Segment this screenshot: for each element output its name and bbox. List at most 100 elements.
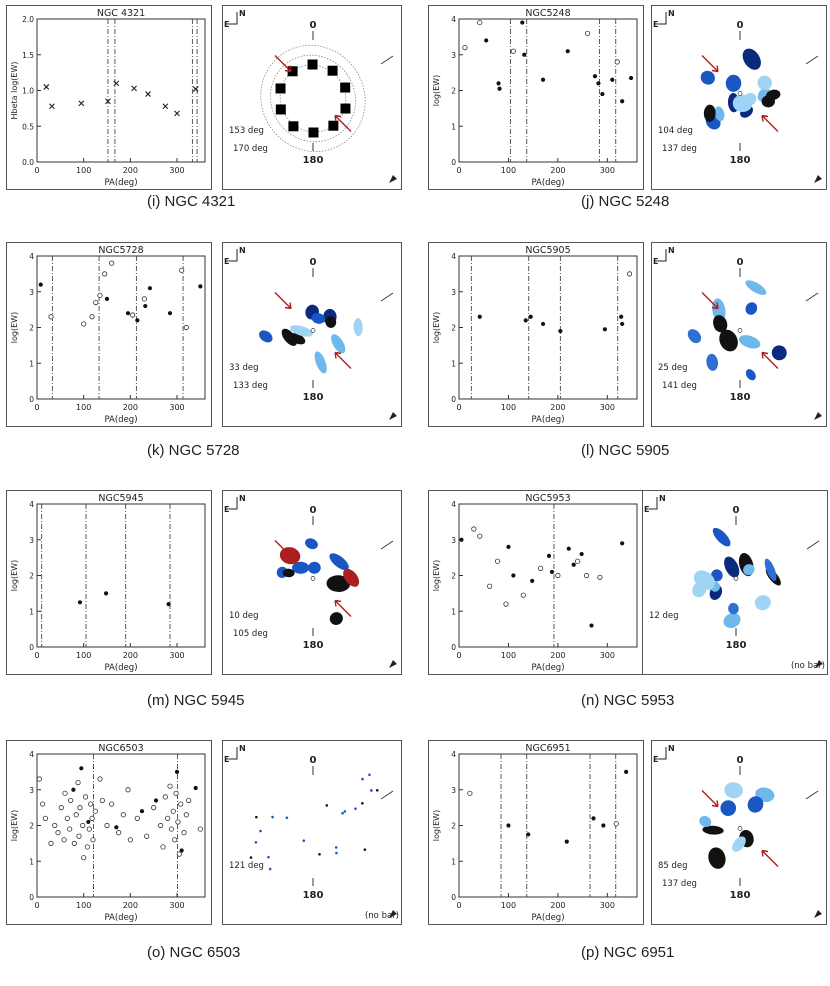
galaxy-center xyxy=(737,826,743,831)
data-point-filled xyxy=(520,20,525,25)
data-point-open xyxy=(477,19,483,26)
x-axis-label: PA(deg) xyxy=(104,415,137,425)
hii-region-square xyxy=(287,66,298,77)
x-tick-label: 300 xyxy=(169,403,184,412)
east-label: E xyxy=(224,755,229,764)
hii-region-dot xyxy=(368,773,371,777)
hii-region-dot xyxy=(271,815,274,819)
y-tick-label: 4 xyxy=(29,750,34,759)
plot-title: NGC5905 xyxy=(525,245,570,256)
east-label: E xyxy=(224,505,229,514)
hii-region-blob xyxy=(761,95,775,108)
y-tick-label: 3 xyxy=(29,288,34,297)
y-tick-label: 3 xyxy=(29,536,34,545)
panel-caption-o: (o) NGC 6503 xyxy=(147,944,241,961)
scatter-plot-m: NGC5945 0 100 200 300 0 1 2 3 4 PA(deg) log(EW) xyxy=(10,493,206,673)
data-point-filled xyxy=(589,623,594,628)
x-tick-label: 200 xyxy=(550,901,565,910)
x-tick-label: 200 xyxy=(550,166,565,175)
data-point-filled xyxy=(530,578,535,583)
galaxy-center xyxy=(310,576,316,581)
x-tick-label: 200 xyxy=(123,403,138,412)
data-point-open xyxy=(75,779,81,786)
data-point-filled xyxy=(526,832,531,837)
north-label: N xyxy=(668,9,675,18)
hii-region-dot xyxy=(370,789,373,792)
hii-region-dot xyxy=(325,804,329,807)
hii-region-square xyxy=(340,82,351,93)
orientation-marker xyxy=(814,412,822,420)
compass: NE xyxy=(224,246,246,266)
hii-region-dot xyxy=(268,867,272,871)
scatter-plot-o: NGC6503 0 100 200 300 0 1 2 3 4 PA(deg) log(EW) xyxy=(10,743,206,923)
hii-region-blob xyxy=(281,328,297,346)
x-tick-label: 0 xyxy=(34,166,39,175)
hii-region-blob xyxy=(732,94,753,113)
axes-frame xyxy=(458,753,638,898)
hii-region-blob xyxy=(757,75,772,91)
x-tick-label: 0 xyxy=(34,901,39,910)
data-point-filled xyxy=(71,787,76,792)
data-point-open xyxy=(178,801,184,807)
hii-region-square xyxy=(288,121,299,132)
y-tick-label: 3 xyxy=(451,51,456,60)
hii-region-dot xyxy=(259,829,262,833)
hii-region-blob xyxy=(771,345,787,361)
hii-region-blob xyxy=(712,527,731,547)
hii-region-square xyxy=(307,59,318,70)
data-point-open xyxy=(89,815,95,821)
x-tick-label: 300 xyxy=(600,166,615,175)
x-tick-label: 100 xyxy=(76,403,91,412)
data-point-filled xyxy=(135,318,140,323)
plot-panel-k: NGC5728 0 100 200 300 0 1 2 3 4 PA(deg) log(EW) xyxy=(6,242,212,427)
data-point-open xyxy=(130,312,136,318)
data-point-open xyxy=(71,840,77,846)
data-point-open xyxy=(183,324,189,331)
angle-label: 141 deg xyxy=(662,381,697,391)
hii-region-dot xyxy=(318,853,321,856)
data-point-open xyxy=(84,844,91,850)
data-point-open xyxy=(73,812,79,818)
zero-angle-label: 0 xyxy=(310,257,317,268)
data-point-open xyxy=(197,826,203,832)
data-point-open xyxy=(92,808,98,814)
hii-region-blob xyxy=(714,106,725,122)
data-point-open xyxy=(97,292,103,298)
plot-title: NGC5945 xyxy=(98,493,143,504)
angle-label: 170 deg xyxy=(233,144,268,154)
data-point-open xyxy=(494,558,501,564)
data-point-filled xyxy=(198,284,203,289)
axes-frame xyxy=(458,503,638,648)
hii-region-blob xyxy=(326,575,351,592)
x-tick-label: 0 xyxy=(456,166,461,175)
bar-direction-line xyxy=(380,790,394,800)
x-tick-label: 0 xyxy=(456,901,461,910)
y-tick-label: 2.0 xyxy=(22,15,34,24)
data-point-filled xyxy=(38,282,43,287)
bar-direction-line xyxy=(380,292,394,302)
data-point-open xyxy=(175,819,181,825)
data-point-open xyxy=(61,837,67,843)
panel-caption-i: (i) NGC 4321 xyxy=(147,193,236,210)
data-point-filled xyxy=(558,328,563,334)
y-tick-label: 0.0 xyxy=(22,158,34,167)
bar-arrow-2 xyxy=(761,114,779,132)
zero-angle-label: 0 xyxy=(310,20,317,31)
data-point-open xyxy=(39,801,46,807)
data-point-open xyxy=(81,321,87,327)
data-point-filled xyxy=(497,86,502,91)
hii-region-dot xyxy=(267,855,270,859)
bar-direction-line xyxy=(805,55,819,65)
data-point-filled xyxy=(147,286,153,291)
y-tick-label: 4 xyxy=(451,15,456,24)
x-tick-label: 0 xyxy=(456,651,461,660)
data-point-open xyxy=(181,830,187,836)
x-tick-label: 300 xyxy=(600,651,615,660)
map-panel-i: N E 0 180 153 deg 170 deg xyxy=(222,5,402,190)
axes-frame xyxy=(36,503,206,648)
compass: NE xyxy=(224,744,246,764)
north-label: N xyxy=(239,9,246,18)
y-tick-label: 3 xyxy=(451,786,456,795)
data-point-filled xyxy=(565,49,570,54)
